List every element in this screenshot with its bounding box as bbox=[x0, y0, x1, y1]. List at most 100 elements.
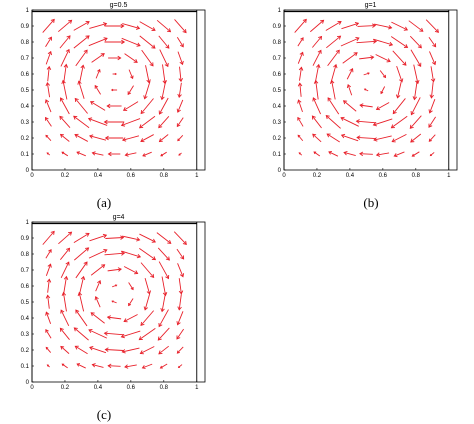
y-tick-label-c-4: 0.4 bbox=[21, 316, 30, 322]
vector-arrow-b-80 bbox=[425, 19, 439, 33]
vector-arrow-a-51 bbox=[124, 53, 138, 63]
y-tick-label-a-3: 0.3 bbox=[21, 120, 30, 126]
vector-arrow-c-70 bbox=[157, 247, 170, 261]
vector-arrow-b-63 bbox=[411, 151, 420, 157]
vector-arrow-c-2 bbox=[45, 329, 52, 339]
vector-arrow-a-6 bbox=[45, 50, 52, 65]
vector-arrow-c-63 bbox=[159, 363, 168, 369]
vector-arrow-a-35 bbox=[89, 22, 108, 29]
vector-arrow-c-41 bbox=[111, 284, 118, 288]
vector-arrow-b-49 bbox=[380, 86, 386, 95]
vector-arrow-b-45 bbox=[375, 152, 390, 157]
vector-arrow-b-48 bbox=[375, 102, 390, 111]
vector-arrow-a-54 bbox=[142, 151, 152, 157]
vector-arrow-b-28 bbox=[340, 133, 359, 142]
vector-arrow-b-68 bbox=[413, 64, 420, 85]
vector-arrow-b-76 bbox=[429, 82, 434, 99]
y-tick-label-a-8: 0.8 bbox=[21, 40, 30, 46]
vector-arrow-a-1 bbox=[45, 134, 52, 141]
vector-arrow-b-11 bbox=[311, 115, 322, 129]
vector-arrow-c-25 bbox=[73, 247, 90, 261]
vector-arrow-b-6 bbox=[297, 51, 304, 64]
vector-arrow-c-27 bbox=[91, 363, 104, 368]
vector-arrow-a-16 bbox=[59, 35, 71, 49]
vector-arrow-b-32 bbox=[346, 68, 354, 80]
caption-b: (b) bbox=[363, 195, 379, 210]
vector-arrow-b-7 bbox=[297, 37, 304, 47]
vector-arrow-b-2 bbox=[297, 116, 304, 127]
vector-arrow-a-4 bbox=[45, 81, 51, 98]
vector-arrow-b-22 bbox=[329, 79, 336, 100]
vector-arrow-b-3 bbox=[297, 99, 303, 113]
vector-arrow-c-39 bbox=[106, 315, 122, 320]
vector-arrow-b-59 bbox=[396, 65, 404, 83]
vector-arrow-b-29 bbox=[340, 116, 359, 127]
vector-arrow-b-60 bbox=[392, 50, 407, 66]
y-tick-label-b-1: 0.1 bbox=[273, 152, 282, 158]
vector-arrow-a-24 bbox=[75, 49, 88, 67]
vector-arrow-a-53 bbox=[122, 23, 141, 30]
vector-arrow-c-44 bbox=[105, 235, 125, 240]
y-tick-label-c-0: 0 bbox=[26, 380, 30, 386]
vector-arrow-a-26 bbox=[73, 21, 90, 31]
vector-arrow-c-67 bbox=[160, 292, 166, 313]
vector-arrow-c-54 bbox=[141, 363, 153, 369]
vector-arrow-c-80 bbox=[173, 231, 187, 245]
vector-arrow-b-61 bbox=[390, 36, 409, 48]
vector-arrow-a-31 bbox=[94, 84, 101, 95]
vector-arrow-c-79 bbox=[176, 248, 185, 260]
vector-arrow-b-57 bbox=[392, 98, 406, 115]
vector-arrow-a-74 bbox=[176, 117, 184, 128]
vector-arrow-a-77 bbox=[178, 66, 184, 83]
y-tick-label-c-8: 0.8 bbox=[21, 252, 30, 258]
vector-arrow-b-65 bbox=[409, 115, 422, 129]
vector-arrow-b-34 bbox=[340, 37, 360, 47]
vector-arrow-a-3 bbox=[44, 99, 52, 113]
vector-arrow-c-12 bbox=[60, 309, 70, 327]
vector-arrow-a-46 bbox=[121, 135, 140, 142]
vector-arrow-a-73 bbox=[177, 135, 184, 142]
x-tick-label-a-4: 0.8 bbox=[160, 173, 169, 179]
vector-arrow-b-15 bbox=[312, 49, 322, 66]
vector-arrow-b-0 bbox=[298, 152, 303, 156]
vector-arrow-a-80 bbox=[174, 19, 187, 34]
vector-arrow-b-30 bbox=[342, 100, 357, 112]
y-tick-label-a-5: 0.5 bbox=[21, 88, 30, 94]
vector-arrow-c-73 bbox=[176, 346, 184, 354]
vector-arrow-a-68 bbox=[162, 64, 167, 85]
vector-arrow-b-12 bbox=[312, 97, 321, 115]
vector-arrow-a-29 bbox=[87, 117, 108, 126]
vector-arrow-c-50 bbox=[128, 282, 134, 291]
x-tick-label-a-3: 0.6 bbox=[127, 173, 136, 179]
vector-arrow-a-61 bbox=[139, 35, 156, 49]
vector-arrow-c-16 bbox=[60, 247, 71, 260]
vector-arrow-a-40 bbox=[110, 88, 118, 92]
vector-arrow-c-28 bbox=[89, 346, 107, 354]
x-tick-label-b-4: 0.8 bbox=[412, 173, 421, 179]
x-tick-label-c-4: 0.8 bbox=[160, 385, 169, 391]
vector-arrow-b-66 bbox=[410, 97, 421, 116]
x-tick-label-a-1: 0.2 bbox=[61, 173, 70, 179]
y-tick-label-c-1: 0.1 bbox=[21, 364, 30, 370]
vector-arrow-b-69 bbox=[410, 49, 422, 67]
vector-arrow-c-65 bbox=[157, 327, 170, 341]
vector-arrow-b-56 bbox=[390, 115, 408, 129]
vector-arrow-c-15 bbox=[60, 261, 70, 279]
vector-arrow-a-44 bbox=[105, 23, 125, 29]
vector-arrow-a-57 bbox=[140, 98, 154, 115]
vector-arrow-c-51 bbox=[123, 266, 139, 275]
vector-arrow-b-8 bbox=[294, 18, 307, 33]
y-tick-label-a-0: 0 bbox=[26, 168, 30, 174]
vector-arrow-c-14 bbox=[62, 275, 69, 296]
vector-arrow-b-51 bbox=[375, 54, 391, 63]
vector-arrow-b-70 bbox=[409, 35, 422, 49]
vector-arrow-a-34 bbox=[88, 37, 108, 47]
vector-arrow-a-5 bbox=[46, 65, 52, 82]
vector-arrow-b-26 bbox=[325, 20, 342, 31]
vector-arrow-c-10 bbox=[60, 345, 70, 354]
quiver-plot-a: g=0.5 0 0.2 0.4 0.6 0.8 1 0 0.1 0.2 0.3 0.4 0.5 0.6 0.… bbox=[21, 2, 206, 179]
vector-arrow-b-14 bbox=[314, 63, 321, 84]
vector-arrow-b-53 bbox=[374, 23, 393, 30]
vector-arrow-c-5 bbox=[46, 278, 52, 293]
vector-arrow-c-42 bbox=[107, 267, 122, 272]
